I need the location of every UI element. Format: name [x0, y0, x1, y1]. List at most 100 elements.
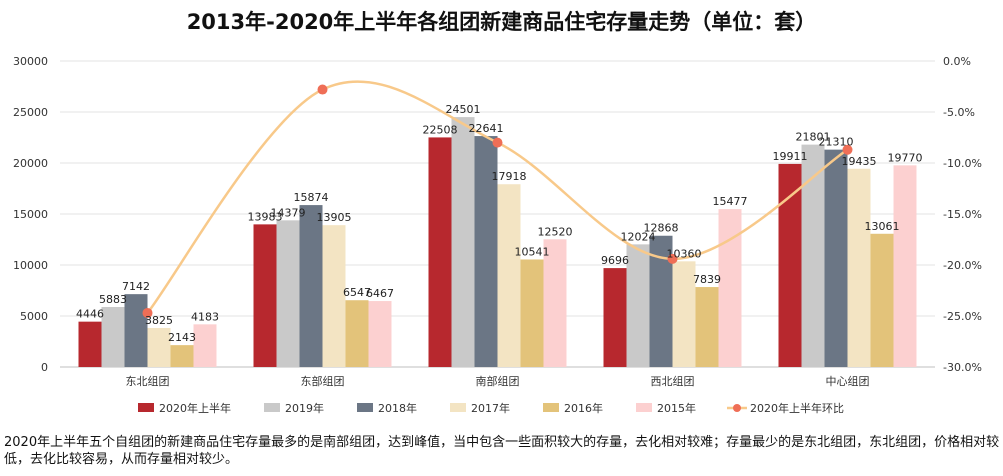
- bar: [451, 117, 475, 367]
- y2-tick-label: -5.0%: [943, 106, 975, 119]
- bar: [672, 261, 696, 367]
- y2-tick-label: -30.0%: [943, 361, 982, 374]
- bar-value-label: 13061: [865, 220, 900, 233]
- legend-marker: [733, 404, 741, 412]
- axes: 0 5000 10000 15000 20000 25000 30000 -30.0% -25.…: [13, 55, 982, 388]
- legend-swatch: [357, 403, 373, 412]
- bar-value-label: 24501: [446, 103, 481, 116]
- ratio-point: [842, 144, 853, 155]
- bar-value-label: 12868: [644, 222, 679, 235]
- chart-title: 2013年-2020年上半年各组团新建商品住宅存量走势（单位：套）: [186, 10, 817, 34]
- legend-swatch: [264, 403, 280, 412]
- bar: [718, 209, 742, 367]
- y2-tick-label: 0.0%: [943, 55, 971, 68]
- bar: [78, 321, 102, 367]
- bar: [253, 224, 277, 367]
- y-tick-label: 25000: [13, 106, 48, 119]
- bar: [497, 184, 521, 367]
- bar: [543, 239, 567, 367]
- bar-value-label: 7142: [122, 280, 150, 293]
- bar-value-label: 17918: [492, 170, 527, 183]
- bar: [276, 220, 300, 367]
- bar: [870, 233, 894, 367]
- y2-tick-label: -10.0%: [943, 157, 982, 170]
- bar: [778, 163, 802, 367]
- legend-label: 2019年: [285, 401, 324, 415]
- bar: [124, 294, 148, 367]
- bar: [520, 259, 544, 367]
- legend-swatch: [543, 403, 559, 412]
- bar-value-label: 19911: [773, 150, 808, 163]
- bar-value-label: 4183: [191, 310, 219, 323]
- bar: [893, 165, 917, 367]
- bar-value-label: 21310: [819, 136, 854, 149]
- bar: [322, 225, 346, 367]
- bar-value-label: 5883: [99, 293, 127, 306]
- bar-value-label: 12520: [538, 225, 573, 238]
- bar: [101, 306, 125, 367]
- bar: [428, 137, 452, 367]
- bar-value-label: 19770: [888, 151, 923, 164]
- bar: [368, 301, 392, 367]
- bar-value-label: 13905: [317, 211, 352, 224]
- y2-tick-label: -15.0%: [943, 208, 982, 221]
- legend-label: 2020年上半年: [159, 401, 231, 415]
- y-tick-label: 0: [41, 361, 48, 374]
- x-tick-label: 东部组团: [301, 374, 345, 388]
- bar-value-label: 9696: [601, 254, 629, 267]
- bar-value-label: 14379: [271, 206, 306, 219]
- y-tick-label: 10000: [13, 259, 48, 272]
- bar: [170, 345, 194, 367]
- bar: [801, 144, 825, 367]
- bar-value-label: 2143: [168, 331, 196, 344]
- legend-swatch: [138, 403, 154, 412]
- bar-value-label: 3825: [145, 314, 173, 327]
- bar-value-label: 4446: [76, 308, 104, 321]
- legend-label: 2020年上半年环比: [750, 401, 844, 415]
- bar: [824, 149, 848, 367]
- bar: [603, 268, 627, 367]
- legend-label: 2016年: [564, 401, 603, 415]
- bar-value-label: 6467: [366, 287, 394, 300]
- ratio-point: [667, 253, 678, 264]
- bar-value-label: 22508: [423, 123, 458, 136]
- y-tick-label: 30000: [13, 55, 48, 68]
- bar-value-label: 10541: [515, 245, 550, 258]
- y-tick-label: 5000: [20, 310, 48, 323]
- bar: [695, 287, 719, 367]
- bar-value-label: 19435: [842, 155, 877, 168]
- bar-value-label: 6547: [343, 286, 371, 299]
- bar: [847, 168, 871, 367]
- bar-value-label: 13983: [248, 210, 283, 223]
- y2-tick-label: -25.0%: [943, 310, 982, 323]
- legend-label: 2017年: [471, 401, 510, 415]
- bar: [299, 205, 323, 367]
- bar: [193, 324, 217, 367]
- bar-value-label: 15874: [294, 191, 329, 204]
- legend-label: 2015年: [657, 401, 696, 415]
- bar-value-label: 21801: [796, 131, 831, 144]
- bar: [649, 235, 673, 367]
- bar-value-label: 7839: [693, 273, 721, 286]
- ratio-line: [142, 80, 853, 318]
- x-tick-label: 南部组团: [476, 374, 520, 388]
- bar: [626, 244, 650, 367]
- x-tick-label: 中心组团: [826, 374, 870, 388]
- ratio-point: [492, 137, 503, 148]
- x-tick-label: 东北组团: [126, 374, 170, 388]
- legend-label: 2018年: [378, 401, 417, 415]
- ratio-point: [317, 84, 328, 95]
- bar-value-label: 15477: [713, 195, 748, 208]
- legend-swatch: [450, 403, 466, 412]
- bar: [474, 136, 498, 367]
- footnote: 2020年上半年五个自组团的新建商品住宅存量最多的是南部组团，达到峰值，当中包含…: [4, 435, 1000, 467]
- bars: [78, 117, 917, 367]
- legend: 2020年上半年 2019年 2018年 2017年 2016年 2015年 2020年上半…: [138, 401, 844, 415]
- y-tick-label: 20000: [13, 157, 48, 170]
- bar: [345, 300, 369, 367]
- bar-value-label: 22641: [469, 122, 504, 135]
- ratio-point: [142, 307, 153, 318]
- legend-swatch: [636, 403, 652, 412]
